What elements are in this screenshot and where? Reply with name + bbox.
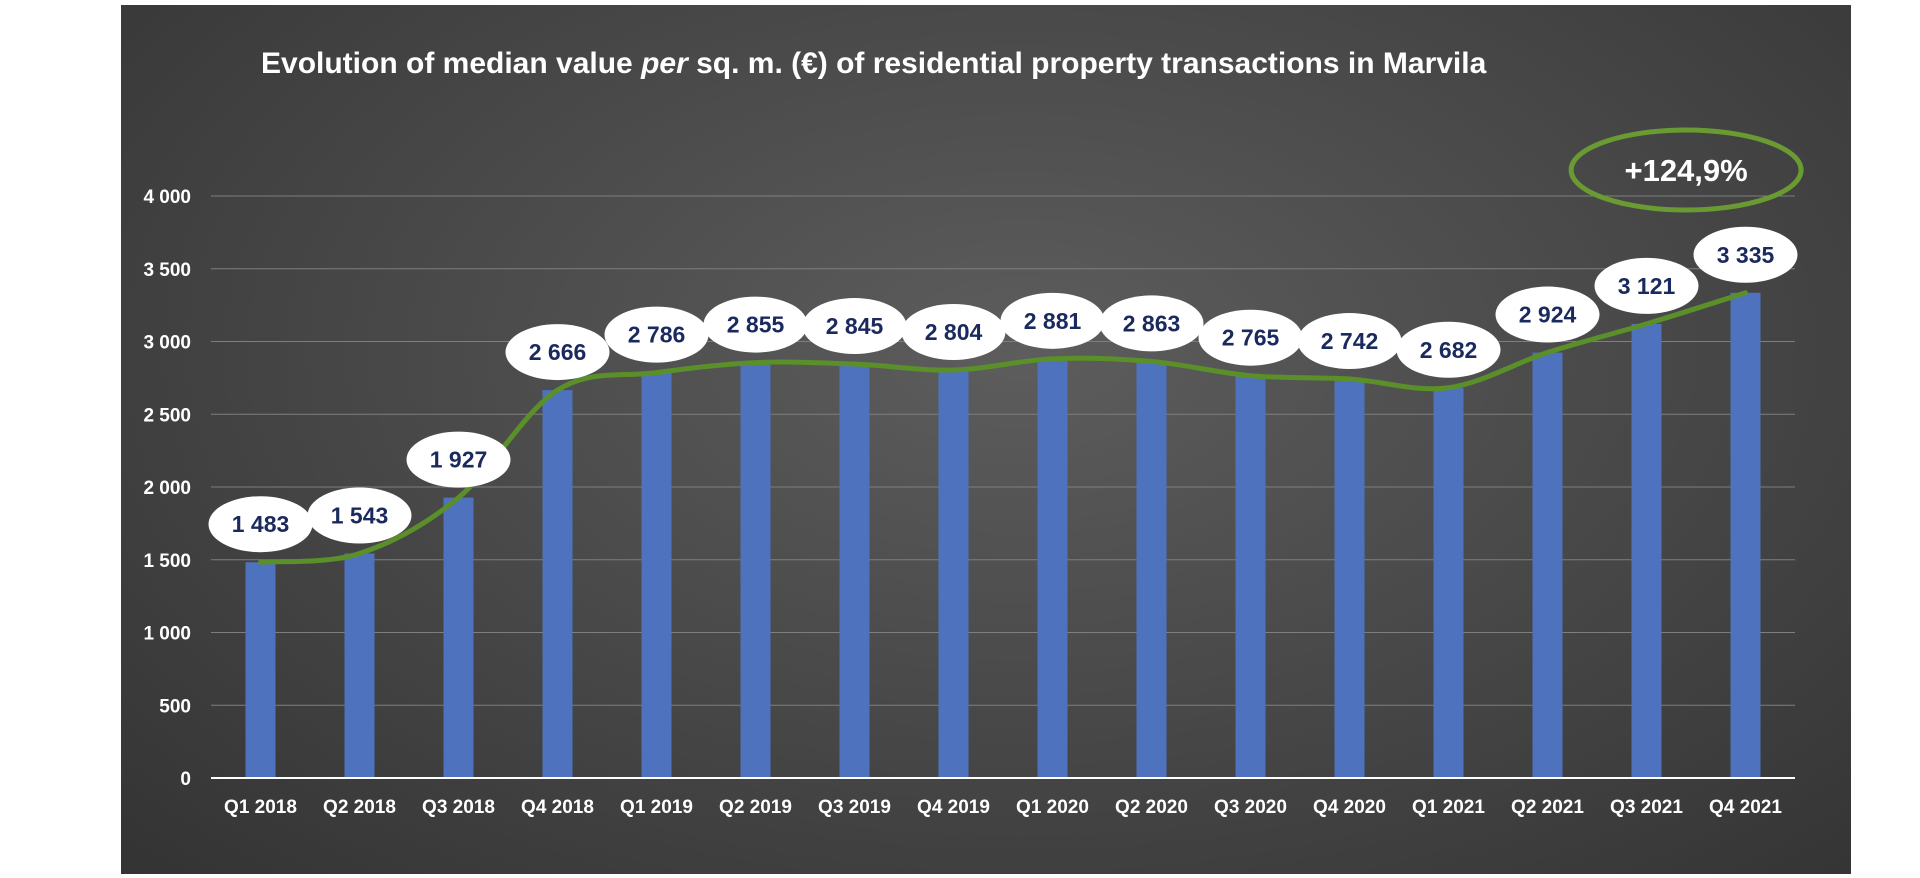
chart-title-part-1: Evolution of median value <box>261 47 642 80</box>
growth-annotation: +124,9% <box>1624 153 1747 188</box>
y-tick-label: 3 000 <box>143 333 191 354</box>
y-tick-label: 4 000 <box>143 187 191 208</box>
x-tick-label: Q1 2018 <box>224 797 297 818</box>
x-tick-label: Q2 2019 <box>719 797 792 818</box>
data-label: 1 927 <box>430 447 488 473</box>
data-label-bubble <box>901 304 1006 361</box>
bar <box>542 390 573 778</box>
growth-annotation-ring <box>1568 127 1804 213</box>
y-tick-label: 3 500 <box>143 260 191 281</box>
bar <box>938 370 969 778</box>
chart-panel: Evolution of median value per sq. m. (€)… <box>121 5 1851 874</box>
bar <box>839 364 870 778</box>
data-label: 2 924 <box>1519 302 1577 328</box>
bar <box>1136 361 1167 778</box>
x-tick-label: Q3 2018 <box>422 797 495 818</box>
x-tick-label: Q1 2020 <box>1016 797 1089 818</box>
data-label: 2 863 <box>1123 310 1181 336</box>
data-label: 2 682 <box>1420 337 1478 363</box>
bar <box>1730 292 1761 778</box>
bar <box>1334 379 1365 778</box>
data-label-bubble <box>1495 286 1600 343</box>
data-label: 2 804 <box>925 319 983 345</box>
data-label-bubble <box>208 496 313 553</box>
bar <box>1532 352 1563 778</box>
data-label-bubble <box>1198 309 1303 366</box>
data-label: 2 666 <box>529 339 587 365</box>
data-label: 2 881 <box>1024 308 1082 334</box>
data-label-bubble <box>406 431 511 488</box>
data-label-bubble <box>604 306 709 363</box>
bar <box>1037 358 1068 778</box>
bar <box>1631 323 1662 778</box>
chart-title: Evolution of median value per sq. m. (€)… <box>261 47 1486 81</box>
x-tick-label: Q3 2019 <box>818 797 891 818</box>
data-label-bubble <box>1000 292 1105 349</box>
x-tick-label: Q4 2019 <box>917 797 990 818</box>
data-label: 2 845 <box>826 313 884 339</box>
data-label: 2 742 <box>1321 328 1379 354</box>
data-label-bubble <box>505 324 610 381</box>
data-label: 2 765 <box>1222 325 1280 351</box>
data-label-bubble <box>1693 226 1798 283</box>
chart-title-part-3: sq. m. (€) of residential property trans… <box>687 47 1487 80</box>
bar <box>344 553 375 778</box>
bar <box>245 562 276 778</box>
bar <box>641 372 672 778</box>
x-tick-label: Q2 2020 <box>1115 797 1188 818</box>
y-tick-label: 0 <box>180 769 191 790</box>
data-label: 1 483 <box>232 511 290 537</box>
x-tick-label: Q1 2021 <box>1412 797 1485 818</box>
data-label-bubble <box>307 487 412 544</box>
data-label-bubble <box>1297 313 1402 370</box>
y-tick-label: 500 <box>159 696 191 717</box>
x-tick-label: Q4 2021 <box>1709 797 1782 818</box>
data-label-bubble <box>703 296 808 353</box>
data-label: 3 335 <box>1717 242 1775 268</box>
data-label-bubble <box>1594 257 1699 314</box>
y-tick-label: 1 500 <box>143 551 191 572</box>
x-tick-label: Q2 2021 <box>1511 797 1584 818</box>
bar <box>740 362 771 778</box>
y-tick-label: 2 500 <box>143 405 191 426</box>
data-label: 3 121 <box>1618 273 1676 299</box>
x-tick-label: Q3 2021 <box>1610 797 1683 818</box>
x-tick-label: Q2 2018 <box>323 797 396 818</box>
bar <box>1433 387 1464 778</box>
x-tick-label: Q3 2020 <box>1214 797 1287 818</box>
data-label: 2 786 <box>628 322 686 348</box>
data-label: 2 855 <box>727 312 785 338</box>
data-label-bubble <box>1099 295 1204 352</box>
x-tick-label: Q4 2018 <box>521 797 594 818</box>
chart-title-emphasis: per <box>641 47 688 80</box>
x-tick-label: Q4 2020 <box>1313 797 1386 818</box>
y-tick-label: 1 000 <box>143 624 191 645</box>
data-label: 1 543 <box>331 502 389 528</box>
x-tick-label: Q1 2019 <box>620 797 693 818</box>
bar <box>1235 375 1266 778</box>
bar-chart: 0 500 1 000 1 500 2 000 2 500 3 000 3 500 4 000 Q… <box>143 127 1804 818</box>
data-label-bubble <box>802 298 907 355</box>
bar <box>443 497 474 778</box>
data-label-bubble <box>1396 321 1501 378</box>
y-tick-label: 2 000 <box>143 478 191 499</box>
